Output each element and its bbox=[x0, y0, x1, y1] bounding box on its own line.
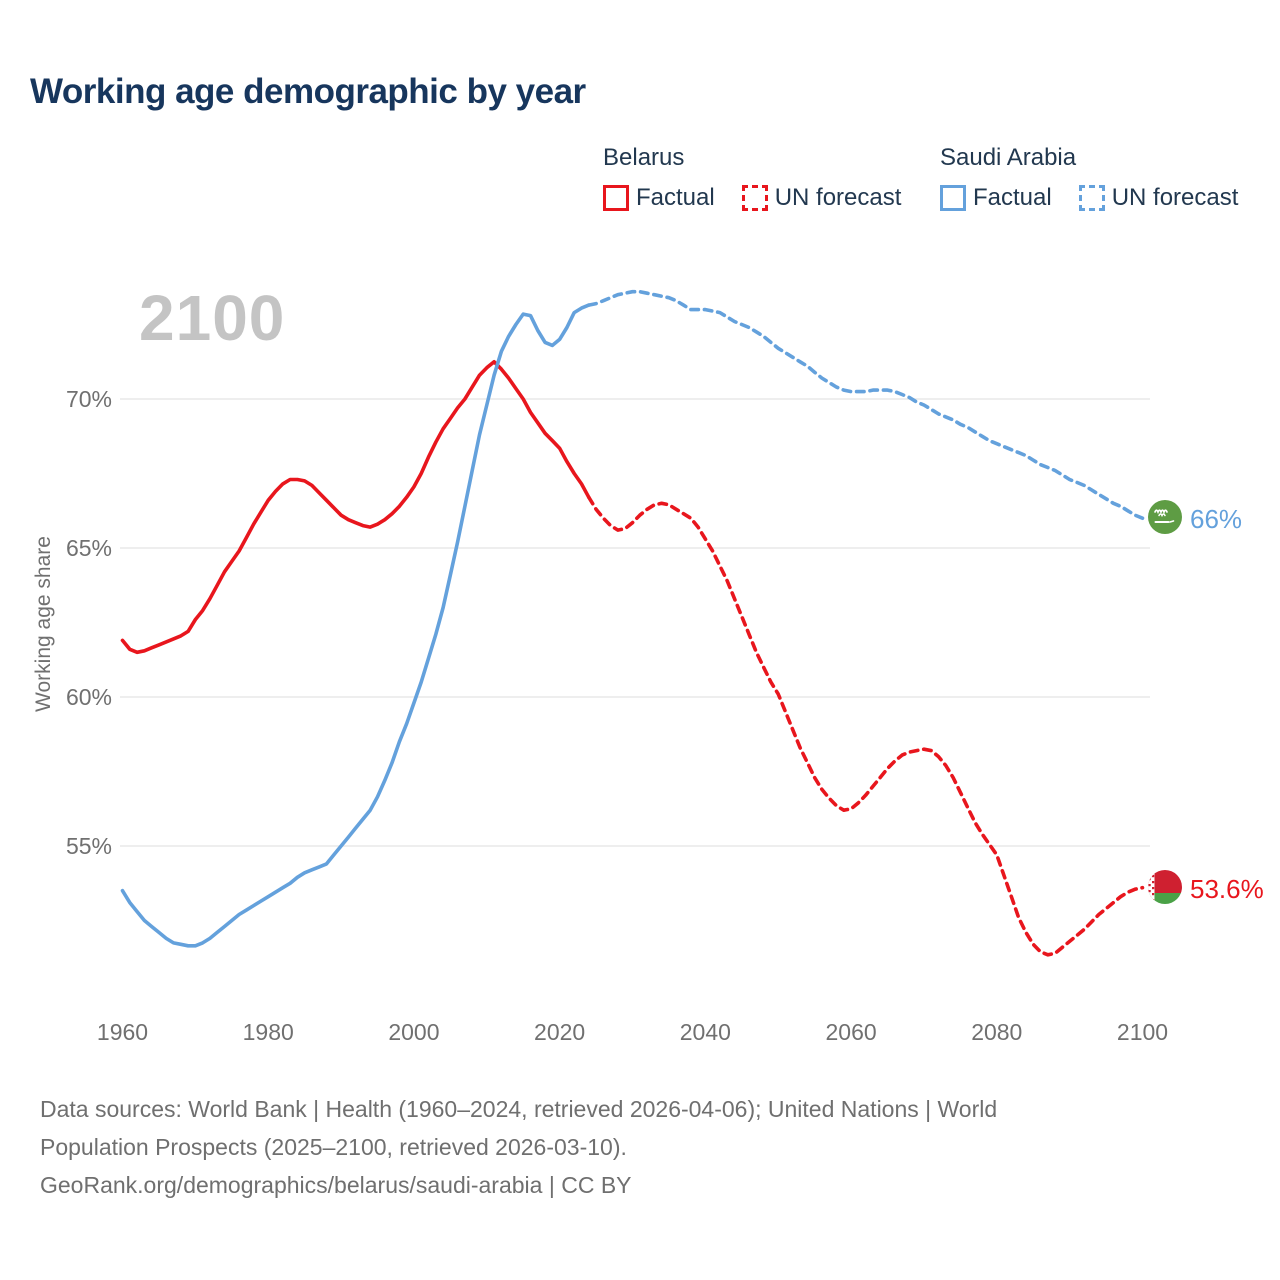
chart-watermark: 2100 bbox=[139, 282, 286, 354]
footer-line: Population Prospects (2025–2100, retriev… bbox=[40, 1134, 627, 1160]
legend-header-belarus: Belarus bbox=[603, 144, 685, 171]
x-tick-label: 2040 bbox=[680, 1019, 731, 1045]
legend-item-label: UN forecast bbox=[1111, 184, 1239, 211]
end-label-saudi-arabia: 66% bbox=[1190, 504, 1243, 534]
footer-line: Data sources: World Bank | Health (1960–… bbox=[40, 1096, 998, 1122]
page-title: Working age demographic by year bbox=[30, 72, 586, 111]
series-line-belarus-factual bbox=[120, 360, 591, 655]
legend-item-label: Factual bbox=[973, 184, 1052, 211]
legend-row-saudi-arabia: Factual UN forecast bbox=[940, 184, 1238, 212]
solid-line-swatch-icon bbox=[940, 185, 966, 211]
legend-group-belarus: Belarus Factual UN forecast bbox=[603, 144, 901, 212]
legend-header-saudi-arabia: Saudi Arabia bbox=[940, 144, 1077, 171]
x-tick-label: 2020 bbox=[534, 1019, 585, 1045]
legend-item-saudi-factual: Factual bbox=[940, 184, 1052, 212]
belarus-flag-icon bbox=[1148, 870, 1182, 904]
legend-item-label: UN forecast bbox=[774, 184, 902, 211]
legend-group-saudi-arabia: Saudi Arabia Factual UN forecast bbox=[940, 144, 1238, 212]
legend-row-belarus: Factual UN forecast bbox=[603, 184, 901, 212]
x-tick-label: 2060 bbox=[825, 1019, 876, 1045]
footer-data-sources: Data sources: World Bank | Health (1960–… bbox=[40, 1090, 1170, 1204]
solid-line-swatch-icon bbox=[603, 185, 629, 211]
x-tick-label: 2100 bbox=[1117, 1019, 1168, 1045]
end-label-belarus: 53.6% bbox=[1190, 874, 1264, 904]
series-line-saudi-arabia-factual bbox=[120, 303, 591, 948]
series-line-belarus-un-forecast bbox=[587, 495, 1145, 957]
x-tick-label: 1980 bbox=[243, 1019, 294, 1045]
legend-item-belarus-factual: Factual bbox=[603, 184, 715, 212]
x-tick-label: 2080 bbox=[971, 1019, 1022, 1045]
y-tick-label: 65% bbox=[66, 535, 112, 561]
y-axis-title: Working age share bbox=[32, 536, 55, 712]
saudi-arabia-flag-icon bbox=[1148, 500, 1182, 534]
y-tick-label: 60% bbox=[66, 684, 112, 710]
y-tick-label: 55% bbox=[66, 833, 112, 859]
y-tick-label: 70% bbox=[66, 386, 112, 412]
legend-item-belarus-forecast: UN forecast bbox=[741, 184, 902, 212]
dashed-line-swatch-icon bbox=[741, 185, 768, 211]
legend-item-saudi-forecast: UN forecast bbox=[1078, 184, 1239, 212]
dashed-line-swatch-icon bbox=[1078, 185, 1105, 211]
series-line-saudi-arabia-un-forecast bbox=[587, 289, 1145, 520]
legend-item-label: Factual bbox=[636, 184, 715, 211]
footer-line: GeoRank.org/demographics/belarus/saudi-a… bbox=[40, 1172, 632, 1198]
x-tick-label: 2000 bbox=[388, 1019, 439, 1045]
x-tick-label: 1960 bbox=[97, 1019, 148, 1045]
